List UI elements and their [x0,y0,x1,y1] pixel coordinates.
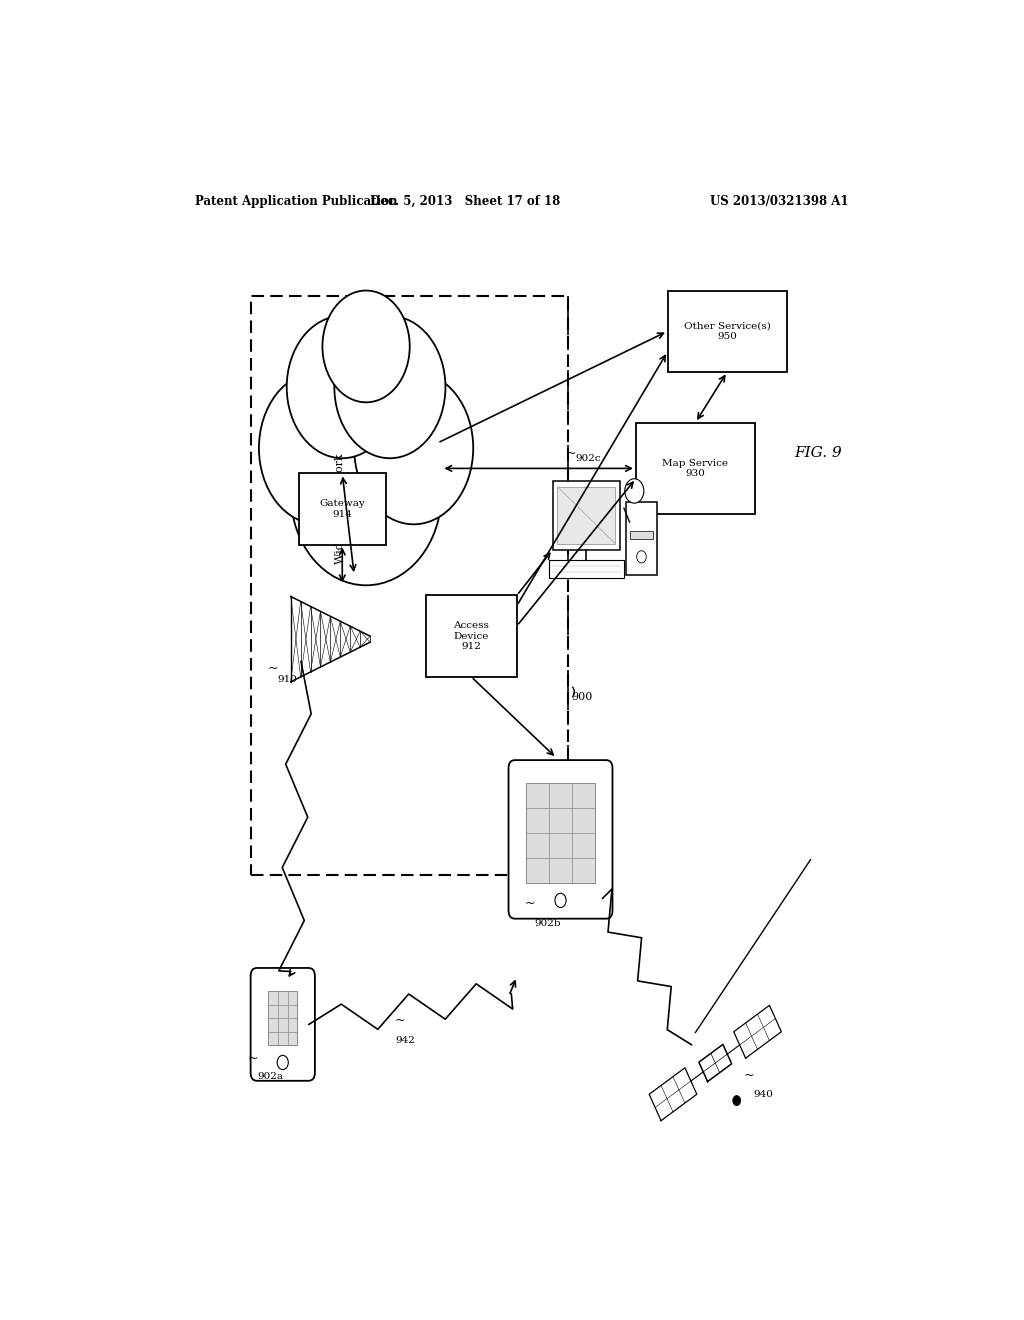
FancyBboxPatch shape [251,968,315,1081]
Text: ~: ~ [524,896,535,909]
Bar [631,532,652,539]
Text: Wide Area Network
920: Wide Area Network 920 [335,454,357,565]
Bar [549,560,624,578]
Circle shape [637,550,646,562]
Bar [553,480,621,549]
Bar [251,296,568,875]
Text: 902a: 902a [257,1072,284,1081]
Text: 940: 940 [754,1090,773,1100]
Bar [627,502,656,576]
Text: ~: ~ [743,1069,754,1081]
Text: US 2013/0321398 A1: US 2013/0321398 A1 [710,194,848,207]
Text: Gateway
914: Gateway 914 [319,499,366,519]
Bar [299,474,386,545]
Text: 910: 910 [278,676,297,684]
Text: Dec. 5, 2013   Sheet 17 of 18: Dec. 5, 2013 Sheet 17 of 18 [370,194,560,207]
Bar [668,290,786,372]
Ellipse shape [287,315,398,458]
Bar [636,422,755,515]
Text: 902c: 902c [575,454,601,463]
Ellipse shape [354,372,473,524]
Circle shape [625,479,644,503]
Ellipse shape [291,403,441,585]
Circle shape [278,1056,289,1069]
Text: ~: ~ [565,446,577,459]
Bar [557,487,615,544]
FancyBboxPatch shape [526,784,595,883]
Text: Patent Application Publication: Patent Application Publication [196,194,398,207]
Bar [426,595,517,677]
Text: FIG. 9: FIG. 9 [795,446,843,461]
Text: ~: ~ [394,1014,404,1027]
Ellipse shape [334,315,445,458]
Ellipse shape [323,290,410,403]
Text: Other Service(s)
950: Other Service(s) 950 [684,322,771,341]
Text: 942: 942 [396,1036,416,1044]
Text: 900: 900 [570,692,592,702]
FancyBboxPatch shape [509,760,612,919]
FancyBboxPatch shape [268,991,297,1045]
Text: Access
Device
912: Access Device 912 [454,622,489,651]
Text: 902b: 902b [535,919,561,928]
Ellipse shape [259,372,378,524]
Text: ~: ~ [267,663,278,675]
Circle shape [733,1096,740,1106]
Text: Map Service
930: Map Service 930 [663,459,728,478]
Text: ~: ~ [248,1052,258,1064]
Circle shape [555,894,566,907]
